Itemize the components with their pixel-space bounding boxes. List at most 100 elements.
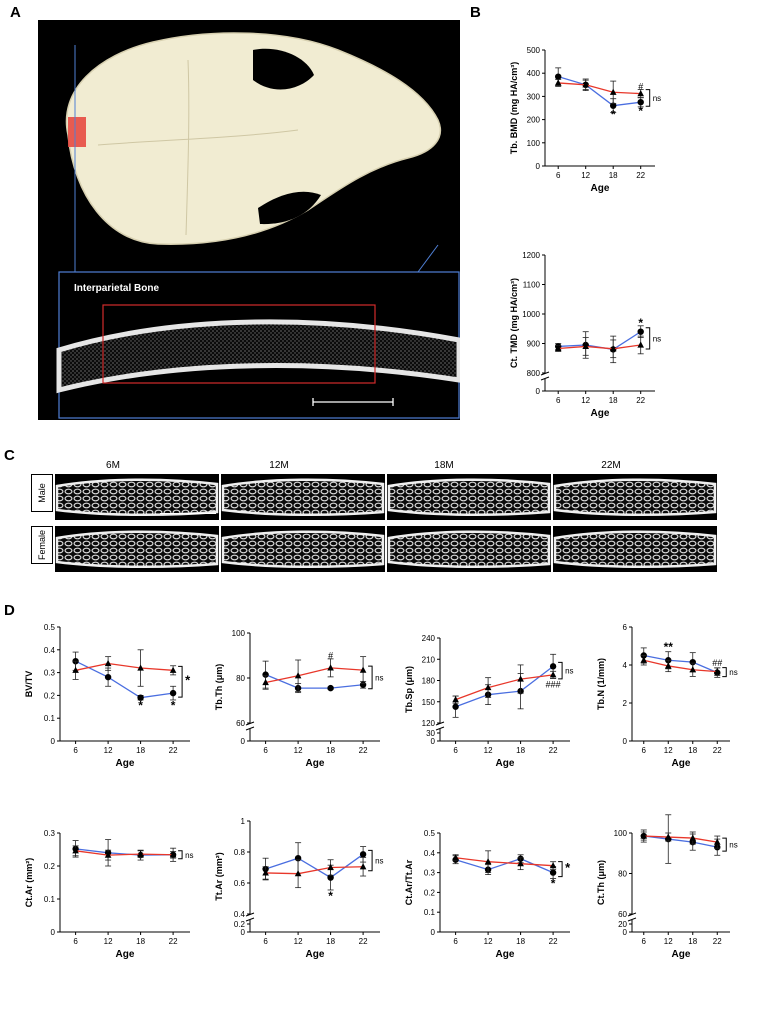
point-circle-tbsp: [549, 663, 557, 670]
x-tick-label-bvtv: 12: [104, 746, 113, 755]
point-triangle-tbbmd: [582, 81, 589, 88]
y-tick-label-cttmd: 1100: [523, 281, 541, 290]
x-tick-label-bvtv: 18: [136, 746, 145, 755]
series-line-tbsp-0: [455, 665, 554, 708]
bracket-label-ctartt: *: [565, 860, 571, 875]
y-tick-label-tbbmd: 0: [536, 162, 541, 171]
y-tick-label-ttar: 0.8: [234, 848, 246, 857]
y-tick-label-tbbmd: 500: [527, 46, 541, 55]
y-tick-label-tbth: 100: [232, 629, 246, 638]
point-triangle-tbn: [664, 662, 672, 669]
x-tick-label-bvtv: 6: [73, 746, 78, 755]
point-circle-tbbmd: [610, 102, 617, 109]
y-tick-label-ctth: 100: [614, 829, 628, 838]
axis-break2-tbth: [245, 726, 255, 731]
x-tick-label-cttmd: 6: [556, 396, 561, 405]
bracket-label-ctar: ns: [185, 851, 193, 860]
point-triangle-tbbmd: [554, 79, 562, 86]
annotation-tbbmd: *: [611, 107, 616, 121]
y-tick-label-bvtv: 0.4: [44, 646, 56, 655]
ct-scale-bar: [160, 513, 216, 514]
annotation-tbbmd: #: [638, 81, 643, 91]
y-tick-label-bvtv: 0.2: [44, 691, 56, 700]
y-tick-label-tbsp: 30: [426, 729, 435, 738]
row-label-female: Female: [31, 526, 53, 564]
y-tick-label-bvtv: 0.5: [44, 623, 56, 632]
chart-ctartt: [437, 832, 570, 935]
point-circle-tbbmd: [637, 99, 644, 106]
col-label-22m: 22M: [601, 460, 621, 471]
x-tick-label-tbbmd: 6: [556, 171, 561, 180]
point-triangle-tbbmd: [609, 88, 617, 95]
point-circle-ttar: [359, 851, 367, 858]
point-circle-tbth: [359, 681, 367, 688]
ct-image-female-6M: [55, 526, 219, 572]
series-line-ctth-1: [643, 835, 718, 843]
x-tick-label-ctar: 6: [73, 937, 78, 946]
bracket-label-bvtv: *: [185, 673, 191, 688]
bracket-label-tbbmd: ns: [653, 94, 661, 103]
point-triangle-tbsp: [517, 675, 524, 682]
point-triangle-tbn: [689, 666, 697, 673]
bracket-cttmd: [645, 327, 651, 350]
y-tick-label-tbsp: 120: [422, 719, 436, 728]
y-tick-label-tbbmd: 300: [527, 92, 541, 101]
y-tick-label-ctar: 0.2: [44, 862, 56, 871]
annotation-ctartt: *: [551, 876, 556, 890]
col-label-12m: 12M: [269, 460, 289, 471]
point-triangle-ctar: [169, 851, 177, 858]
chart-ctar: [57, 832, 190, 935]
series-line-ctth-0: [643, 835, 718, 848]
x-axis-label-tbsp: Age: [496, 758, 515, 769]
y-tick-label-ctar: 0.3: [44, 829, 56, 838]
y-tick-label-cttmd: 900: [527, 340, 541, 349]
bracket-label-ttar: ns: [375, 857, 383, 866]
y-tick-label-tbth: 80: [236, 674, 245, 683]
skull-orbit-top: [253, 48, 314, 90]
y-tick-label-cttmd: 800: [527, 369, 541, 378]
axis-break2-ctth: [627, 917, 637, 922]
y-tick-label-ctar: 0: [51, 928, 56, 937]
bracket-label-tbn: ns: [729, 668, 737, 677]
bracket-label-tbth: ns: [375, 673, 383, 682]
inset-label: Interparietal Bone: [74, 283, 160, 294]
point-triangle-bvtv: [169, 666, 177, 673]
x-tick-label-ttar: 6: [263, 937, 268, 946]
y-tick-label-bvtv: 0.1: [44, 714, 56, 723]
series-line-ctartt-0: [455, 858, 554, 874]
y-tick-label-ctth: 60: [618, 910, 627, 919]
x-tick-label-tbn: 6: [642, 746, 647, 755]
y-tick-label-tbbmd: 100: [527, 139, 541, 148]
bracket-bvtv: [178, 665, 183, 698]
point-triangle-tbth: [294, 672, 302, 679]
panel-label-b: B: [470, 4, 481, 21]
y-tick-label-bvtv: 0.3: [44, 669, 56, 678]
chart-cttmd: [540, 254, 655, 394]
annotation-tbbmd: *: [638, 104, 643, 118]
x-tick-label-ctth: 6: [642, 937, 647, 946]
y-tick-label-ctartt: 0: [431, 928, 436, 937]
annotation-bvtv: *: [138, 699, 143, 713]
point-triangle-ctartt: [549, 862, 557, 869]
point-circle-tbn: [689, 658, 696, 666]
x-tick-label-tbth: 12: [294, 746, 303, 755]
bracket-label-cttmd: ns: [653, 334, 661, 343]
annotation-tbn: **: [664, 640, 674, 654]
point-triangle-ttar: [262, 869, 269, 876]
point-triangle-ctar: [72, 847, 79, 854]
y-axis-label-ctartt: Ct.Ar/Tt.Ar: [404, 859, 414, 905]
x-axis-label-tbn: Age: [672, 758, 691, 769]
chart-tbsp: [435, 637, 570, 744]
y-tick-label-tbsp: 0: [431, 737, 436, 746]
series-line-ctartt-1: [455, 857, 554, 867]
point-triangle-cttmd: [637, 341, 644, 348]
chart-tbth: [245, 632, 380, 744]
y-tick-label-tbn: 2: [623, 699, 628, 708]
point-triangle-ctth: [689, 834, 697, 841]
series-line-ctar-1: [75, 850, 174, 856]
annotation-tbth: #: [328, 650, 333, 660]
point-circle-bvtv: [137, 694, 144, 701]
x-tick-label-ctar: 22: [169, 937, 178, 946]
x-axis-label-ctartt: Age: [496, 949, 515, 960]
point-triangle-tbn: [713, 668, 721, 675]
